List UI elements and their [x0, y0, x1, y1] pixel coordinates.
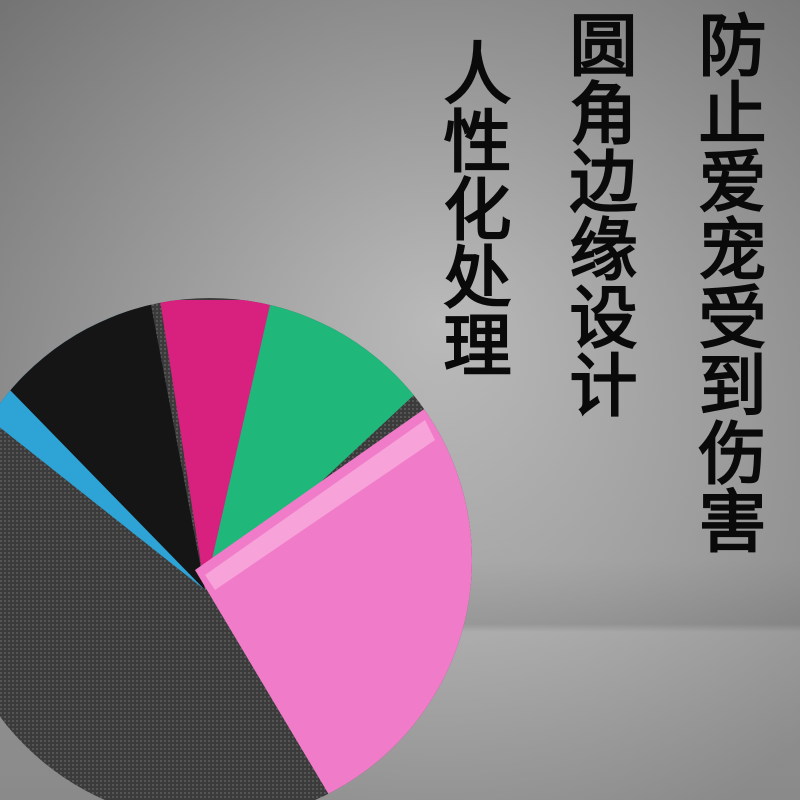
- magenta-tray-wedge: [160, 300, 275, 590]
- green-tray-wedge: [205, 305, 430, 590]
- headline-column-3: 防止爱宠受到伤害: [685, 10, 765, 554]
- black-tray-wedge: [10, 300, 205, 590]
- headline-column-2: 圆角边缘设计: [556, 10, 636, 418]
- headline-text-2: 圆角边缘设计: [557, 10, 636, 418]
- headline-text-3: 防止爱宠受到伤害: [686, 10, 765, 554]
- headline-column-1: 人性化处理: [430, 38, 510, 378]
- headline-text-1: 人性化处理: [431, 38, 510, 378]
